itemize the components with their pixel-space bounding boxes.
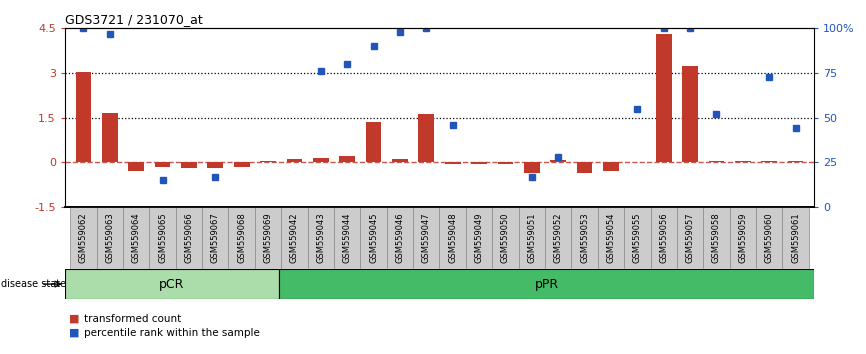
Bar	[545, 207, 572, 269]
Bar	[498, 162, 514, 164]
Bar	[524, 162, 540, 173]
Text: disease state: disease state	[1, 279, 66, 289]
Text: GSM559062: GSM559062	[79, 212, 88, 263]
Text: GSM559067: GSM559067	[210, 212, 220, 263]
Bar	[313, 158, 329, 162]
Text: GSM559068: GSM559068	[237, 212, 246, 263]
Bar	[75, 72, 91, 162]
Bar	[123, 207, 149, 269]
Text: pPR: pPR	[534, 278, 559, 291]
Bar	[279, 269, 814, 299]
Bar	[577, 162, 592, 173]
Bar	[339, 156, 355, 162]
Bar	[102, 113, 118, 162]
Bar	[598, 207, 624, 269]
Text: GSM559047: GSM559047	[422, 212, 430, 263]
Text: GSM559042: GSM559042	[290, 212, 299, 263]
Text: ■: ■	[69, 314, 80, 324]
Bar	[761, 161, 777, 162]
Bar	[307, 207, 334, 269]
Bar	[572, 207, 598, 269]
Bar	[550, 160, 566, 162]
Text: GSM559065: GSM559065	[158, 212, 167, 263]
Bar	[207, 162, 223, 169]
Text: GSM559045: GSM559045	[369, 212, 378, 263]
Text: pCR: pCR	[159, 278, 184, 291]
Bar	[360, 207, 387, 269]
Text: GSM559055: GSM559055	[633, 212, 642, 263]
Text: percentile rank within the sample: percentile rank within the sample	[84, 328, 260, 338]
Bar	[181, 162, 197, 169]
Bar	[730, 207, 756, 269]
Text: GSM559043: GSM559043	[316, 212, 326, 263]
Text: GSM559054: GSM559054	[606, 212, 616, 263]
Bar	[519, 207, 545, 269]
Bar	[176, 207, 202, 269]
Bar	[149, 207, 176, 269]
Bar	[708, 161, 724, 162]
Text: GSM559063: GSM559063	[106, 212, 114, 263]
Text: GSM559056: GSM559056	[659, 212, 669, 263]
Text: GSM559064: GSM559064	[132, 212, 140, 263]
Bar	[682, 65, 698, 162]
Bar	[65, 269, 279, 299]
Bar	[418, 114, 434, 162]
Bar	[677, 207, 703, 269]
Bar	[128, 162, 144, 171]
Text: ■: ■	[69, 328, 80, 338]
Text: GSM559046: GSM559046	[396, 212, 404, 263]
Bar	[492, 207, 519, 269]
Bar	[466, 207, 492, 269]
Text: transformed count: transformed count	[84, 314, 181, 324]
Text: GSM559061: GSM559061	[791, 212, 800, 263]
Bar	[387, 207, 413, 269]
Bar	[471, 162, 487, 164]
Bar	[334, 207, 360, 269]
Text: GSM559050: GSM559050	[501, 212, 510, 263]
Bar	[735, 161, 751, 162]
Bar	[439, 207, 466, 269]
Bar	[70, 207, 97, 269]
Bar	[624, 207, 650, 269]
Text: GSM559059: GSM559059	[739, 212, 747, 263]
Bar	[287, 159, 302, 162]
Text: GSM559057: GSM559057	[686, 212, 695, 263]
Bar	[413, 207, 439, 269]
Text: GSM559069: GSM559069	[263, 212, 273, 263]
Bar	[603, 162, 619, 171]
Text: GSM559051: GSM559051	[527, 212, 536, 263]
Bar	[782, 207, 809, 269]
Bar	[365, 122, 381, 162]
Bar	[97, 207, 123, 269]
Text: GSM559044: GSM559044	[343, 212, 352, 263]
Text: GSM559058: GSM559058	[712, 212, 721, 263]
Text: GSM559066: GSM559066	[184, 212, 193, 263]
Bar	[234, 162, 249, 167]
Bar	[650, 207, 677, 269]
Text: GDS3721 / 231070_at: GDS3721 / 231070_at	[65, 13, 203, 26]
Bar	[445, 162, 461, 164]
Text: GSM559049: GSM559049	[475, 212, 483, 263]
Bar	[788, 161, 804, 162]
Bar	[202, 207, 229, 269]
Bar	[281, 207, 307, 269]
Text: GSM559053: GSM559053	[580, 212, 589, 263]
Bar	[392, 159, 408, 162]
Bar	[255, 207, 281, 269]
Bar	[155, 162, 171, 167]
Bar	[229, 207, 255, 269]
Bar	[756, 207, 782, 269]
Text: GSM559052: GSM559052	[553, 212, 563, 263]
Bar	[703, 207, 730, 269]
Bar	[656, 34, 672, 162]
Bar	[260, 161, 276, 162]
Text: GSM559048: GSM559048	[449, 212, 457, 263]
Text: GSM559060: GSM559060	[765, 212, 773, 263]
